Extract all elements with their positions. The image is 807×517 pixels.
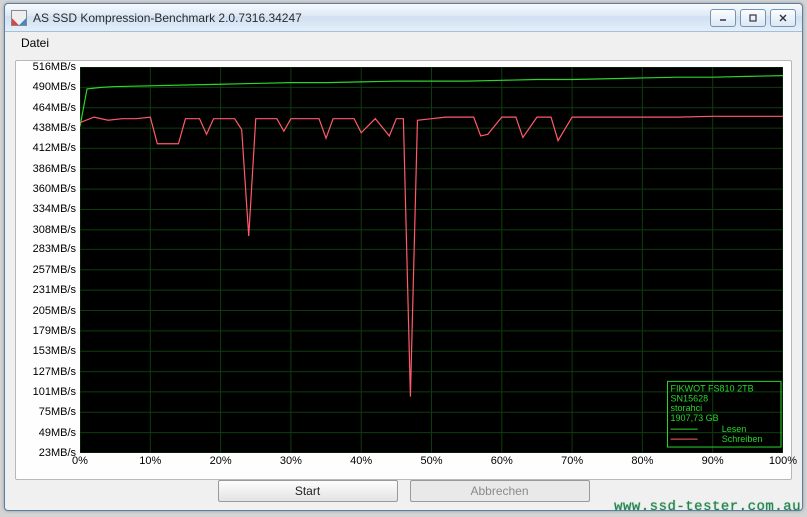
svg-text:1907,73 GB: 1907,73 GB bbox=[671, 413, 719, 423]
minimize-button[interactable] bbox=[710, 9, 736, 27]
svg-text:FIKWOT FS810 2TB: FIKWOT FS810 2TB bbox=[671, 383, 754, 393]
maximize-button[interactable] bbox=[740, 9, 766, 27]
y-tick-label: 386MB/s bbox=[33, 163, 76, 175]
y-tick-label: 231MB/s bbox=[33, 284, 76, 296]
chart-svg: FIKWOT FS810 2TBSN15628storahci1907,73 G… bbox=[80, 67, 783, 453]
x-tick-label: 0% bbox=[72, 455, 88, 467]
close-icon bbox=[778, 13, 788, 23]
svg-text:storahci: storahci bbox=[671, 403, 703, 413]
y-tick-label: 308MB/s bbox=[33, 224, 76, 236]
y-axis: 516MB/s490MB/s464MB/s438MB/s412MB/s386MB… bbox=[16, 67, 80, 453]
y-tick-label: 257MB/s bbox=[33, 264, 76, 276]
app-window: AS SSD Kompression-Benchmark 2.0.7316.34… bbox=[4, 3, 803, 511]
x-tick-label: 40% bbox=[350, 455, 372, 467]
y-tick-label: 127MB/s bbox=[33, 366, 76, 378]
x-tick-label: 100% bbox=[769, 455, 797, 467]
x-tick-label: 10% bbox=[139, 455, 161, 467]
y-tick-label: 153MB/s bbox=[33, 345, 76, 357]
x-axis: 0%10%20%30%40%50%60%70%80%90%100% bbox=[80, 455, 783, 473]
x-tick-label: 80% bbox=[631, 455, 653, 467]
chart-area: FIKWOT FS810 2TBSN15628storahci1907,73 G… bbox=[80, 67, 783, 453]
x-tick-label: 50% bbox=[420, 455, 442, 467]
y-tick-label: 179MB/s bbox=[33, 325, 76, 337]
titlebar: AS SSD Kompression-Benchmark 2.0.7316.34… bbox=[5, 4, 802, 32]
window-controls bbox=[710, 9, 796, 27]
y-tick-label: 75MB/s bbox=[39, 406, 76, 418]
y-tick-label: 205MB/s bbox=[33, 305, 76, 317]
chart-panel: 516MB/s 490MB/s 464MB/s 438MB/s 412MB/s 386MB… bbox=[15, 60, 792, 480]
svg-text:Schreiben: Schreiben bbox=[722, 434, 763, 444]
start-button[interactable]: Start bbox=[218, 480, 398, 502]
window-title: AS SSD Kompression-Benchmark 2.0.7316.34… bbox=[33, 11, 710, 25]
y-tick-label: 283MB/s bbox=[33, 243, 76, 255]
menu-file[interactable]: Datei bbox=[13, 34, 57, 52]
y-tick-label: 464MB/s bbox=[33, 102, 76, 114]
y-tick-label: 49MB/s bbox=[39, 427, 76, 439]
x-tick-label: 70% bbox=[561, 455, 583, 467]
minimize-icon bbox=[718, 13, 728, 23]
cancel-button[interactable]: Abbrechen bbox=[410, 480, 590, 502]
svg-text:Lesen: Lesen bbox=[722, 424, 747, 434]
y-tick-label: 360MB/s bbox=[33, 183, 76, 195]
app-icon bbox=[11, 10, 27, 26]
svg-text:SN15628: SN15628 bbox=[671, 393, 709, 403]
y-tick-label: 490MB/s bbox=[33, 81, 76, 93]
maximize-icon bbox=[748, 13, 758, 23]
y-tick-label: 23MB/s bbox=[39, 447, 76, 459]
menubar: Datei bbox=[5, 32, 802, 54]
y-tick-label: 438MB/s bbox=[33, 122, 76, 134]
y-tick-label: 334MB/s bbox=[33, 203, 76, 215]
x-tick-label: 60% bbox=[491, 455, 513, 467]
x-tick-label: 30% bbox=[280, 455, 302, 467]
close-button[interactable] bbox=[770, 9, 796, 27]
x-tick-label: 20% bbox=[210, 455, 232, 467]
watermark-text: www.ssd-tester.com.au bbox=[614, 499, 801, 515]
x-tick-label: 90% bbox=[702, 455, 724, 467]
y-tick-label: 412MB/s bbox=[33, 142, 76, 154]
y-tick-label: 101MB/s bbox=[33, 386, 76, 398]
y-tick-label: 516MB/s bbox=[33, 61, 76, 73]
